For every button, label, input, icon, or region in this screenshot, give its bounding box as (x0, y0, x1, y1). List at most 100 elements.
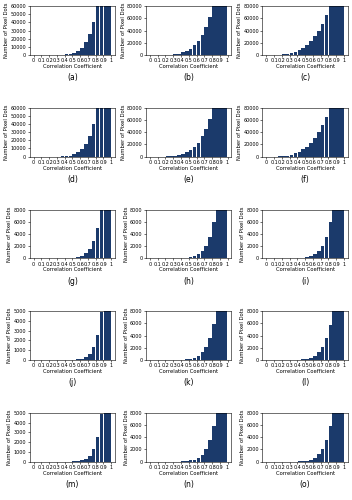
Bar (174, 54, 177, 55)
Bar (224, 226, 227, 360)
Bar (212, 222, 216, 258)
Bar (309, 256, 313, 258)
Y-axis label: Number of Pixel Dots: Number of Pixel Dots (4, 104, 9, 160)
Bar (100, 0, 103, 55)
Text: (b): (b) (183, 74, 194, 82)
Bar (185, 152, 189, 156)
Bar (193, 358, 196, 360)
Bar (220, 271, 224, 360)
Bar (100, 80, 103, 156)
Text: (o): (o) (300, 480, 310, 489)
Bar (340, 328, 344, 462)
Text: (c): (c) (300, 74, 310, 82)
X-axis label: Correlation Coefficient: Correlation Coefficient (43, 471, 102, 476)
Y-axis label: Number of Pixel Dots: Number of Pixel Dots (121, 104, 126, 160)
Bar (189, 150, 193, 156)
Bar (201, 454, 204, 462)
Bar (216, 92, 220, 156)
X-axis label: Correlation Coefficient: Correlation Coefficient (159, 369, 218, 374)
Bar (96, 436, 99, 462)
Bar (193, 256, 196, 258)
Bar (205, 348, 208, 360)
Bar (193, 147, 196, 156)
Bar (181, 154, 185, 156)
Bar (84, 144, 88, 156)
Bar (220, 0, 224, 55)
Bar (177, 54, 181, 55)
Bar (333, 201, 336, 258)
Bar (88, 34, 92, 55)
Bar (189, 460, 193, 462)
Bar (107, 204, 111, 360)
Y-axis label: Number of Pixel Dots: Number of Pixel Dots (4, 3, 9, 58)
Bar (103, 174, 107, 258)
Bar (321, 126, 325, 156)
Bar (201, 136, 204, 156)
Bar (224, 124, 227, 258)
Bar (337, 270, 340, 360)
Bar (103, 0, 107, 55)
Bar (333, 404, 336, 462)
Bar (208, 18, 212, 55)
Bar (305, 359, 309, 360)
X-axis label: Correlation Coefficient: Correlation Coefficient (276, 166, 335, 171)
Bar (100, 208, 103, 258)
Bar (208, 237, 212, 258)
Bar (80, 256, 84, 258)
Bar (197, 458, 200, 462)
Bar (65, 54, 68, 55)
Bar (305, 45, 309, 55)
Y-axis label: Number of Pixel Dots: Number of Pixel Dots (7, 308, 12, 364)
Text: (d): (d) (67, 175, 78, 184)
Bar (325, 338, 328, 360)
Bar (216, 303, 220, 360)
Bar (224, 52, 227, 156)
Bar (100, 312, 103, 360)
Text: (h): (h) (183, 277, 194, 286)
Bar (220, 373, 224, 462)
Bar (317, 454, 321, 462)
Bar (294, 52, 297, 55)
Bar (84, 459, 88, 462)
Y-axis label: Number of Pixel Dots: Number of Pixel Dots (121, 3, 126, 58)
Bar (301, 48, 305, 55)
Bar (317, 251, 321, 258)
X-axis label: Correlation Coefficient: Correlation Coefficient (276, 268, 335, 272)
X-axis label: Correlation Coefficient: Correlation Coefficient (276, 471, 335, 476)
Bar (305, 257, 309, 258)
Text: (m): (m) (66, 480, 79, 489)
Text: (n): (n) (183, 480, 194, 489)
Bar (205, 129, 208, 156)
X-axis label: Correlation Coefficient: Correlation Coefficient (43, 268, 102, 272)
Bar (107, 123, 111, 258)
Bar (92, 449, 95, 462)
Bar (80, 48, 84, 55)
Bar (321, 449, 325, 462)
Bar (325, 16, 328, 55)
Bar (317, 352, 321, 360)
Bar (290, 53, 293, 55)
Bar (96, 334, 99, 360)
Bar (340, 68, 344, 156)
Text: (j): (j) (68, 378, 76, 388)
Bar (88, 456, 92, 462)
Bar (189, 48, 193, 55)
Y-axis label: Number of Pixel Dots: Number of Pixel Dots (237, 104, 242, 160)
Bar (297, 50, 301, 55)
Bar (76, 51, 80, 55)
Bar (317, 30, 321, 55)
Bar (340, 122, 344, 258)
Bar (309, 143, 313, 156)
Text: (i): (i) (301, 277, 309, 286)
Bar (197, 356, 200, 360)
Bar (337, 83, 340, 156)
Bar (69, 54, 72, 55)
Text: (a): (a) (67, 74, 78, 82)
Bar (224, 326, 227, 462)
Bar (313, 36, 317, 55)
Bar (301, 150, 305, 156)
Bar (107, 0, 111, 156)
Bar (103, 374, 107, 462)
Bar (103, 272, 107, 360)
Bar (297, 152, 301, 156)
